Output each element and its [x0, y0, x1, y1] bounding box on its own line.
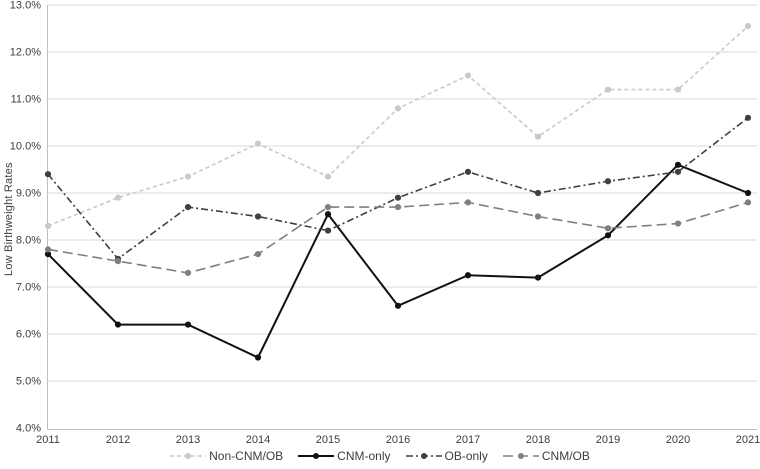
point-cnm-ob-2015 — [324, 204, 332, 211]
y-tick-label: 5.0% — [16, 376, 41, 388]
point-ob-only-2011 — [44, 171, 52, 178]
point-cnm-ob-2013 — [184, 269, 192, 276]
x-tick-label: 2017 — [456, 434, 480, 446]
legend-item-non-cnm-ob: Non-CNM/OB — [170, 449, 283, 463]
point-cnm-only-2013 — [184, 321, 192, 328]
y-tick-label: 6.0% — [16, 329, 41, 341]
point-ob-only-2016 — [394, 194, 402, 201]
point-ob-only-2018 — [534, 189, 542, 197]
point-non-cnm-ob-2019 — [604, 86, 612, 93]
legend-swatch-icon — [405, 453, 442, 459]
point-ob-only-2021 — [744, 114, 752, 121]
plot-area: 4.0% 5.0% 6.0% 7.0% 8.0% 9.0% 10.0% 11.0% 12.0% 1… — [10, 0, 760, 446]
y-tick-label: 12.0% — [10, 47, 41, 59]
series-line-cnm-ob — [47, 201, 749, 274]
legend-swatch-icon — [502, 453, 539, 459]
point-non-cnm-ob-2020 — [674, 86, 682, 93]
point-cnm-ob-2016 — [394, 204, 402, 211]
point-ob-only-2015 — [324, 227, 332, 234]
point-cnm-only-2019 — [604, 232, 612, 239]
series-line-cnm-only — [47, 163, 749, 359]
point-non-cnm-ob-2011 — [44, 222, 52, 229]
x-tick-label: 2011 — [36, 434, 60, 446]
y-tick-label: 4.0% — [16, 423, 41, 435]
x-tick-label: 2015 — [316, 434, 340, 446]
x-tick-label: 2016 — [386, 434, 410, 446]
point-cnm-ob-2020 — [674, 220, 682, 227]
x-tick-label: 2018 — [526, 434, 550, 446]
point-cnm-ob-2019 — [604, 225, 612, 232]
legend-item-cnm-only: CNM-only — [298, 449, 391, 463]
point-cnm-only-2017 — [464, 272, 472, 279]
x-tick-label: 2021 — [736, 434, 760, 446]
point-ob-only-2014 — [254, 213, 262, 220]
point-ob-only-2017 — [464, 168, 472, 175]
point-cnm-only-2011 — [44, 251, 52, 258]
point-ob-only-2013 — [184, 204, 192, 211]
y-tick-label: 9.0% — [16, 188, 41, 200]
chart-legend: Non-CNM/OB CNM-only OB-only CNM/OB — [0, 447, 760, 465]
point-cnm-ob-2018 — [534, 213, 542, 220]
legend-item-cnm-ob: CNM/OB — [502, 449, 590, 463]
legend-item-ob-only: OB-only — [405, 449, 488, 463]
point-cnm-ob-2021 — [744, 199, 752, 206]
y-tick-label: 13.0% — [10, 0, 41, 12]
point-ob-only-2019 — [604, 178, 612, 185]
point-non-cnm-ob-2018 — [534, 133, 542, 140]
legend-label: OB-only — [444, 449, 488, 463]
point-cnm-only-2016 — [394, 302, 402, 309]
point-cnm-only-2015 — [324, 211, 332, 218]
legend-swatch-icon — [298, 453, 335, 459]
legend-label: Non-CNM/OB — [209, 449, 284, 463]
x-tick-label: 2013 — [176, 434, 200, 446]
y-tick-label: 7.0% — [16, 282, 41, 294]
x-tick-label: 2020 — [666, 434, 690, 446]
y-tick-label: 11.0% — [11, 94, 42, 106]
legend-label: CNM-only — [337, 449, 391, 463]
point-cnm-ob-2017 — [464, 199, 472, 206]
legend-swatch-icon — [170, 453, 207, 459]
x-tick-label: 2019 — [596, 434, 620, 446]
y-tick-label: 10.0% — [10, 141, 41, 153]
point-non-cnm-ob-2016 — [394, 105, 402, 112]
x-tick-label: 2012 — [106, 434, 130, 446]
point-non-cnm-ob-2015 — [324, 173, 332, 180]
point-cnm-ob-2014 — [254, 251, 262, 258]
point-ob-only-2020 — [674, 168, 682, 175]
point-cnm-only-2021 — [744, 189, 752, 197]
point-cnm-only-2012 — [114, 321, 122, 328]
point-cnm-only-2014 — [254, 354, 262, 361]
point-non-cnm-ob-2014 — [254, 140, 262, 147]
point-non-cnm-ob-2012 — [114, 194, 122, 201]
x-tick-label: 2014 — [246, 434, 270, 446]
point-cnm-only-2020 — [674, 161, 682, 168]
legend-label: CNM/OB — [541, 449, 590, 463]
point-non-cnm-ob-2021 — [744, 23, 752, 30]
point-cnm-ob-2012 — [114, 258, 122, 265]
y-tick-label: 8.0% — [16, 235, 41, 247]
series-line-ob-only — [47, 117, 749, 260]
point-cnm-only-2018 — [534, 274, 542, 281]
point-cnm-ob-2011 — [44, 246, 52, 253]
point-non-cnm-ob-2017 — [464, 72, 472, 79]
point-non-cnm-ob-2013 — [184, 173, 192, 180]
